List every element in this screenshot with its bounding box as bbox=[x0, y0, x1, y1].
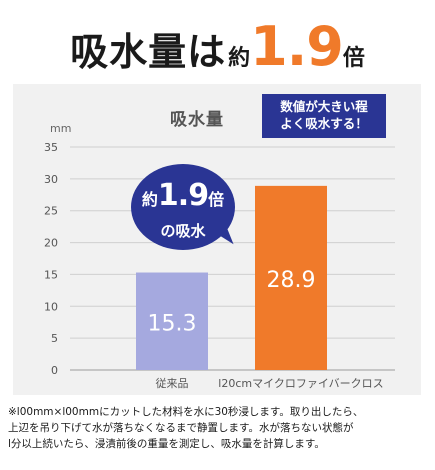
y-tick-label: 30 bbox=[44, 173, 58, 186]
y-tick-label: 5 bbox=[51, 332, 58, 345]
y-tick-label: 0 bbox=[51, 364, 58, 377]
footnote: ※l00mm×l00mmにカットした材料を水に30秒浸します。取り出したら、 上… bbox=[8, 404, 432, 452]
bar-value-label: 28.9 bbox=[267, 268, 316, 293]
bubble-prefix: 約 bbox=[141, 190, 158, 209]
footnote-line: 上辺を吊り下げて水が落ちなくなるまで静置します。水が落ちない状態が bbox=[8, 422, 354, 434]
footnote-line: ※l00mm×l00mmにカットした材料を水に30秒浸します。取り出したら、 bbox=[8, 406, 364, 418]
speech-bubble: 約1.9倍 の吸水 bbox=[131, 164, 235, 250]
y-tick-label: 35 bbox=[44, 141, 58, 154]
bar-value-label: 15.3 bbox=[148, 311, 197, 336]
y-tick-label: 10 bbox=[44, 300, 58, 313]
headline-lead: 吸水量は bbox=[70, 30, 227, 74]
y-axis-label: mm bbox=[50, 122, 71, 135]
footnote-line: l分以上続いたら、浸漬前後の重量を測定し、吸水量を計算します。 bbox=[8, 438, 325, 450]
bubble-suffix: 倍 bbox=[208, 190, 225, 209]
bubble-caption: の吸水 bbox=[160, 222, 206, 240]
x-category-label: 従来品 bbox=[156, 377, 189, 390]
headline-prefix: 約 bbox=[228, 46, 251, 71]
bar bbox=[255, 185, 327, 370]
headline-ratio: 1.9 bbox=[250, 15, 344, 78]
page-headline: 吸水量は約1.9倍 bbox=[0, 20, 435, 74]
bubble-ratio: 1.9 bbox=[157, 178, 209, 213]
bubble-row1: 約1.9倍 bbox=[131, 178, 235, 213]
headline-suffix: 倍 bbox=[342, 46, 365, 71]
x-category-label: l20cmマイクロファイバークロス bbox=[218, 377, 383, 390]
badge-line2: よく吸水する！ bbox=[280, 116, 368, 131]
y-tick-label: 20 bbox=[44, 237, 58, 250]
info-badge: 数値が大きい程 よく吸水する！ bbox=[262, 94, 386, 138]
badge-line1: 数値が大きい程 bbox=[280, 99, 368, 115]
y-tick-label: 25 bbox=[44, 205, 58, 218]
chart-title: 吸水量 bbox=[170, 110, 224, 130]
y-tick-label: 15 bbox=[44, 268, 58, 281]
bar bbox=[136, 272, 208, 370]
